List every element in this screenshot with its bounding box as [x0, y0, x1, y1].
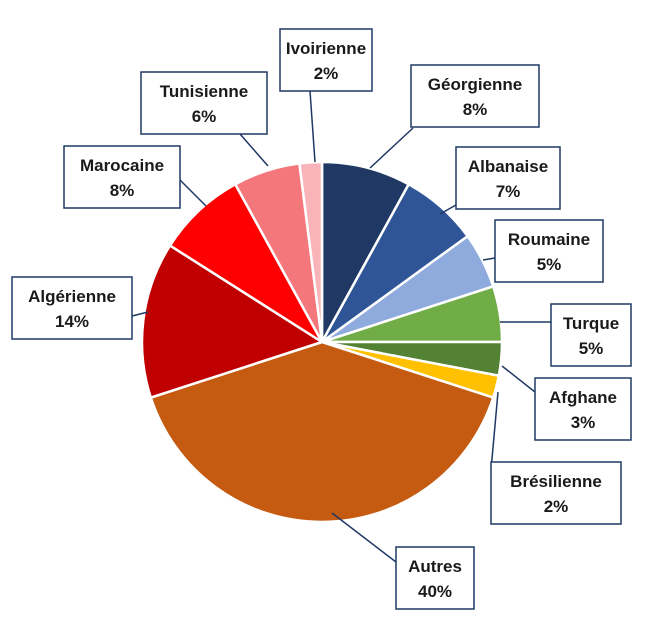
pie-slice-georgienne — [320, 160, 411, 343]
slice-label: Ivoirienne — [286, 39, 366, 58]
leader-line — [331, 512, 397, 563]
data-label: Autres 40% — [395, 546, 475, 610]
data-label: Afghane 3% — [534, 377, 632, 441]
slice-label: Afghane — [549, 388, 617, 407]
slice-label: Albanaise — [468, 157, 548, 176]
data-label: Roumaine 5% — [494, 219, 604, 283]
data-label: Marocaine 8% — [63, 145, 181, 209]
slice-value-label: 8% — [463, 100, 488, 119]
label-box — [279, 28, 373, 92]
label-box — [494, 219, 604, 283]
slice-value-label: 2% — [544, 497, 569, 516]
leader-line — [179, 179, 207, 207]
slice-label: Tunisienne — [160, 82, 248, 101]
slice-label: Algérienne — [28, 287, 116, 306]
pie-slice-marocaine — [168, 182, 324, 344]
leader-line — [501, 365, 536, 393]
pie-slice-ivoirienne — [298, 160, 324, 343]
data-label: Tunisienne 6% — [140, 71, 268, 135]
slice-labels: Géorgienne 8% Albanaise 7% Roumaine 5% Turque 5… — [11, 28, 632, 610]
label-box — [490, 461, 622, 525]
data-label: Algérienne 14% — [11, 276, 133, 340]
pie-slice-algerienne — [140, 243, 325, 400]
slice-value-label: 14% — [55, 312, 89, 331]
label-box — [455, 146, 561, 210]
label-box — [395, 546, 475, 610]
leader-line — [369, 127, 414, 169]
data-label: Géorgienne 8% — [410, 64, 540, 128]
label-box — [534, 377, 632, 441]
slice-label: Turque — [563, 314, 619, 333]
label-box — [140, 71, 268, 135]
leader-line — [439, 204, 457, 215]
label-box — [63, 145, 181, 209]
leader-lines — [131, 90, 551, 563]
slice-value-label: 7% — [496, 182, 521, 201]
leader-line — [482, 257, 496, 261]
leader-line — [490, 391, 499, 471]
slice-label: Brésilienne — [510, 472, 602, 491]
leader-line — [239, 133, 269, 167]
pie-slices — [140, 160, 504, 524]
slice-value-label: 3% — [571, 413, 596, 432]
slice-label: Roumaine — [508, 230, 590, 249]
leader-line — [131, 311, 149, 317]
slice-value-label: 6% — [192, 107, 217, 126]
pie-slice-autres — [149, 340, 495, 524]
slice-value-label: 5% — [537, 255, 562, 274]
slice-label: Marocaine — [80, 156, 164, 175]
label-box — [410, 64, 540, 128]
slice-value-label: 5% — [579, 339, 604, 358]
data-label: Albanaise 7% — [455, 146, 561, 210]
data-label: Turque 5% — [550, 303, 632, 367]
label-box — [11, 276, 133, 340]
data-label: Brésilienne 2% — [490, 461, 622, 525]
leader-line — [309, 90, 316, 163]
slice-value-label: 8% — [110, 181, 135, 200]
slice-label: Géorgienne — [428, 75, 522, 94]
slice-value-label: 40% — [418, 582, 452, 601]
slice-value-label: 2% — [314, 64, 339, 83]
label-box — [550, 303, 632, 367]
slice-label: Autres — [408, 557, 462, 576]
data-label: Ivoirienne 2% — [279, 28, 373, 92]
